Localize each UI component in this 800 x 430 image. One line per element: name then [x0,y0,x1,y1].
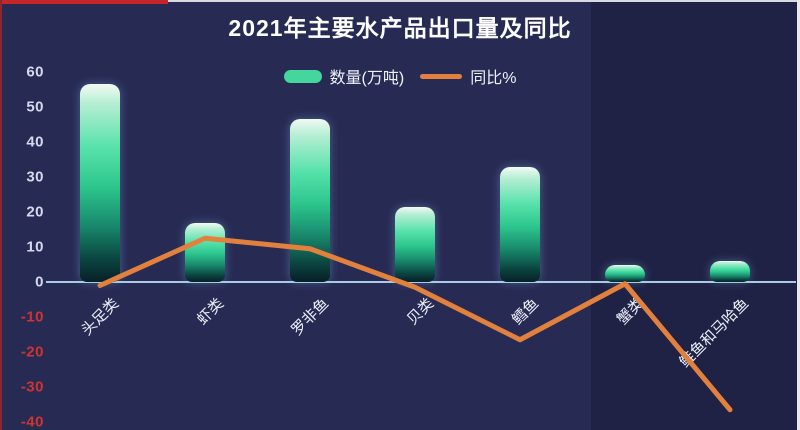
y-axis-tick-label: 40 [26,133,44,151]
chart-title: 2021年主要水产品出口量及同比 [228,15,572,41]
legend-bar-label: 数量(万吨) [329,70,405,87]
y-axis-tick-label: 30 [26,168,44,186]
line-series-swatch-icon [420,73,463,79]
y-axis-tick-label: -10 [20,308,44,326]
y-axis-tick-label: 10 [26,238,44,256]
y-axis-tick-label: 50 [26,98,44,116]
y-axis-tick-label: 0 [35,273,44,291]
bar-0 [80,84,120,282]
bar-1 [185,222,225,282]
bar-6 [710,261,750,282]
edge-artifact-left [0,0,2,430]
legend-item-quantity: 数量(万吨) [283,64,405,88]
edge-artifact-top-light [168,0,800,2]
y-axis-tick-label: -40 [20,413,44,430]
y-axis-tick-label: 20 [26,203,44,221]
edge-artifact-top-red [0,0,168,4]
yoy-line-path [97,235,733,413]
background-shade [591,0,800,430]
edge-artifact-right [797,0,800,430]
y-axis-tick-label: -20 [20,343,44,361]
bar-series-swatch-icon [283,69,322,83]
y-axis-tick-label: -30 [20,378,44,396]
legend-line-label: 同比% [470,70,517,87]
zero-axis-line [46,281,796,283]
bar-3 [395,206,435,282]
bar-4 [500,166,540,282]
legend-item-yoy: 同比% [420,64,516,88]
bar-5 [605,264,645,282]
y-axis-tick-label: 60 [26,63,44,81]
legend: 数量(万吨) 同比% [0,64,800,88]
